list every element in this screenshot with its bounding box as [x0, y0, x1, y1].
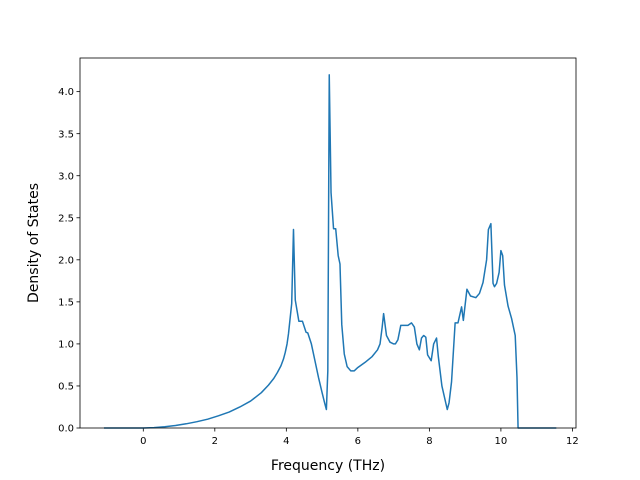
y-tick-label: 4.0	[58, 87, 74, 98]
y-tick-label: 2.5	[58, 213, 74, 224]
y-tick-label: 3.0	[58, 171, 74, 182]
y-tick-labels: 0.0 0.5 1.0 1.5 2.0 2.5 3.0 3.5 4.0	[58, 87, 74, 434]
x-tick-labels: 0 2 4 6 8 10 12	[140, 436, 579, 447]
x-tick-label: 2	[212, 436, 218, 447]
x-tick-label: 8	[426, 436, 432, 447]
y-tick-label: 0.0	[58, 424, 74, 435]
plot-frame	[79, 57, 577, 429]
y-tick-marks	[76, 91, 80, 429]
x-tick-label: 0	[140, 436, 146, 447]
x-tick-label: 4	[283, 436, 289, 447]
dos-line	[103, 74, 557, 429]
y-tick-label: 2.0	[58, 255, 74, 266]
x-axis-label: Frequency (THz)	[271, 458, 385, 474]
y-axis-label: Density of States	[26, 183, 42, 303]
y-tick-label: 1.0	[58, 340, 74, 351]
y-tick-label: 0.5	[58, 382, 74, 393]
y-tick-label: 3.5	[58, 129, 74, 140]
x-tick-label: 12	[566, 436, 579, 447]
x-tick-label: 6	[355, 436, 361, 447]
x-tick-label: 10	[495, 436, 508, 447]
y-tick-label: 1.5	[58, 297, 74, 308]
x-tick-marks	[142, 428, 573, 432]
